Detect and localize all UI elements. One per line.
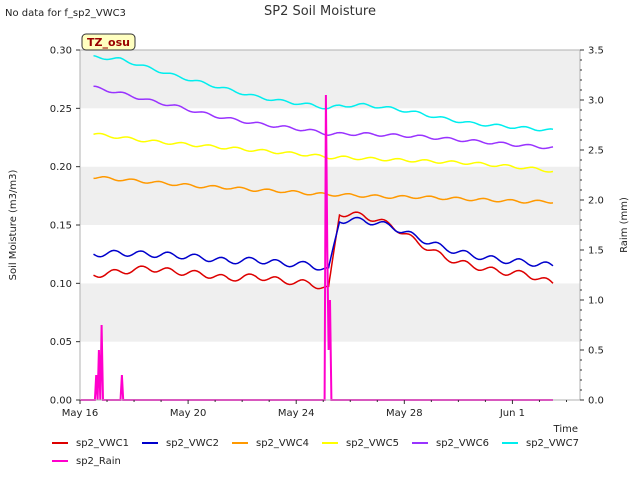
legend-label-vwc6: sp2_VWC6 xyxy=(436,437,489,449)
y2-tick-label: 2.0 xyxy=(588,196,604,207)
y2-tick-label: 3.0 xyxy=(588,96,604,107)
grid-band xyxy=(80,108,580,167)
y2-tick-label: 0.5 xyxy=(588,346,604,357)
site-badge: TZ_osu xyxy=(81,33,136,51)
y-tick-label: 0.25 xyxy=(50,104,72,115)
legend-item-vwc1: sp2_VWC1 xyxy=(52,438,142,449)
legend-item-vwc6: sp2_VWC6 xyxy=(412,438,502,449)
grid-band xyxy=(80,50,580,109)
legend-item-vwc2: sp2_VWC2 xyxy=(142,438,232,449)
y-tick-label: 0.30 xyxy=(50,46,72,57)
y-tick-label: 0.20 xyxy=(50,162,72,173)
series-lines xyxy=(80,54,554,401)
no-data-note: No data for f_sp2_VWC3 xyxy=(5,8,126,19)
site-badge-box xyxy=(81,33,136,51)
legend-swatch-vwc2 xyxy=(142,442,158,444)
legend-swatch-vwc7 xyxy=(502,442,518,444)
y2-tick-label: 1.5 xyxy=(588,246,604,257)
series-line-sp2_VWC2 xyxy=(93,216,554,271)
y-tick-label: 0.15 xyxy=(50,221,72,232)
y-axis-label: Soil Moisture (m3/m3) xyxy=(8,170,19,281)
series-line-sp2_VWC4 xyxy=(93,175,554,204)
y2-tick-label: 3.5 xyxy=(588,46,604,57)
x-tick-label: May 20 xyxy=(170,408,207,419)
legend-label-vwc1: sp2_VWC1 xyxy=(76,437,129,449)
x-tick-label: May 24 xyxy=(278,408,315,419)
chart-title: SP2 Soil Moisture xyxy=(263,4,376,19)
legend-label-vwc4: sp2_VWC4 xyxy=(256,437,309,449)
legend-label-vwc5: sp2_VWC5 xyxy=(346,437,399,449)
site-badge-label: TZ_osu xyxy=(87,36,130,49)
legend-swatch-vwc4 xyxy=(232,442,248,444)
legend-swatch-vwc1 xyxy=(52,442,68,444)
legend-label-rain: sp2_Rain xyxy=(76,455,121,467)
y-tick-label: 0.05 xyxy=(50,337,72,348)
y-tick-label: 0.00 xyxy=(50,396,72,407)
legend-row-2: sp2_Rain xyxy=(52,452,632,470)
series-line-sp2_VWC5 xyxy=(93,132,554,173)
legend-item-rain: sp2_Rain xyxy=(52,456,142,467)
series-line-sp2_VWC6 xyxy=(93,85,554,150)
series-line-sp2_VWC7 xyxy=(93,54,554,132)
legend: sp2_VWC1 sp2_VWC2 sp2_VWC4 sp2_VWC5 sp2_… xyxy=(52,434,632,470)
legend-swatch-rain xyxy=(52,460,68,462)
legend-item-vwc5: sp2_VWC5 xyxy=(322,438,412,449)
y2-axis-label: Raim (mm) xyxy=(619,197,630,253)
x-tick-label: Jun 1 xyxy=(499,408,525,419)
legend-label-vwc2: sp2_VWC2 xyxy=(166,437,219,449)
y-tick-label: 0.10 xyxy=(50,279,72,290)
series-line-sp2_Rain xyxy=(80,94,553,401)
x-tick-label: May 16 xyxy=(62,408,99,419)
legend-swatch-vwc6 xyxy=(412,442,428,444)
y2-tick-label: 1.0 xyxy=(588,296,604,307)
legend-item-vwc7: sp2_VWC7 xyxy=(502,438,592,449)
legend-row-1: sp2_VWC1 sp2_VWC2 sp2_VWC4 sp2_VWC5 sp2_… xyxy=(52,434,632,452)
x-axis-label: Time xyxy=(553,424,578,435)
legend-label-vwc7: sp2_VWC7 xyxy=(526,437,579,449)
legend-item-vwc4: sp2_VWC4 xyxy=(232,438,322,449)
y2-tick-label: 2.5 xyxy=(588,146,604,157)
y2-tick-label: 0.0 xyxy=(588,396,604,407)
axes: 0.00 0.05 0.10 0.15 0.20 0.25 0.30 0.0 0.5 1.0 1.5… xyxy=(50,46,604,420)
x-tick-label: May 28 xyxy=(386,408,423,419)
legend-swatch-vwc5 xyxy=(322,442,338,444)
